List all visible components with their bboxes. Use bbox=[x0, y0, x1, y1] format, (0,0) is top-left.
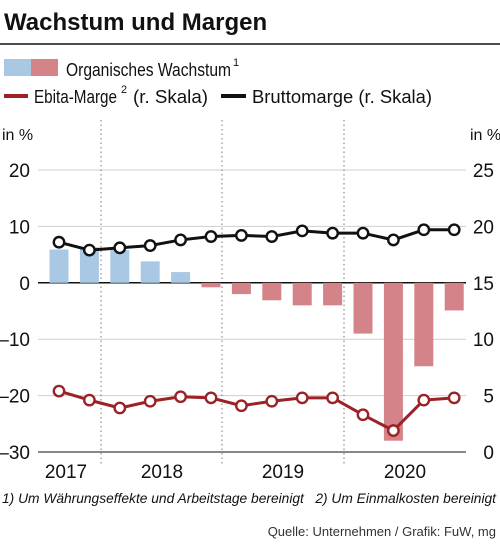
x-tick-label: 2017 bbox=[45, 462, 87, 483]
ebita-margin-point bbox=[83, 393, 96, 407]
ebita-margin-point bbox=[447, 391, 461, 405]
source: Quelle: Unternehmen / Grafik: FuW, mg bbox=[268, 524, 496, 539]
bar-organic-growth bbox=[231, 282, 251, 295]
gross-margin-point bbox=[234, 229, 248, 242]
left-tick-label: 0 bbox=[19, 274, 30, 295]
gross-margin-point bbox=[83, 243, 96, 257]
ebita-margin-point bbox=[295, 391, 309, 405]
gross-margin-point bbox=[417, 223, 431, 237]
gross-margin-point bbox=[356, 226, 370, 240]
bar-organic-growth bbox=[171, 272, 191, 283]
left-tick-label: –10 bbox=[0, 330, 30, 351]
footnotes: 1) Um Währungseffekte und Arbeitstage be… bbox=[2, 490, 497, 506]
left-axis-label: in % bbox=[2, 127, 33, 144]
grid bbox=[38, 120, 466, 466]
gross-margin-point bbox=[174, 233, 188, 247]
bar-organic-growth bbox=[383, 282, 403, 441]
gross-margin-point bbox=[204, 230, 218, 243]
bar-organic-growth bbox=[323, 282, 343, 306]
ebita-margin-point bbox=[143, 394, 157, 408]
ebita-margin-point bbox=[417, 393, 431, 407]
legend-bars-note: 1 bbox=[233, 57, 239, 69]
ebita-margin-point bbox=[386, 424, 400, 437]
bar-organic-growth bbox=[262, 282, 282, 301]
gross-margin-point bbox=[295, 224, 309, 238]
x-tick-label: 2018 bbox=[141, 462, 183, 483]
legend-bars-label: Organisches Wachstum bbox=[66, 60, 231, 80]
left-tick-label: –30 bbox=[0, 443, 30, 464]
ebita-margin-point bbox=[113, 401, 127, 415]
right-tick-label: 10 bbox=[473, 330, 494, 351]
bar-organic-growth bbox=[110, 250, 130, 283]
chart-title: Wachstum und Margen bbox=[4, 9, 267, 36]
right-tick-label: 15 bbox=[473, 274, 494, 295]
left-tick-label: 10 bbox=[9, 217, 30, 238]
bar-organic-growth bbox=[353, 282, 373, 334]
gross-margin-point bbox=[386, 233, 400, 247]
lines bbox=[52, 223, 461, 437]
gross-margin-point bbox=[113, 241, 127, 255]
ebita-margin-point bbox=[234, 399, 248, 413]
legend-ebita-note: 2 bbox=[121, 84, 127, 96]
legend-ebita-suffix: (r. Skala) bbox=[133, 87, 208, 107]
right-tick-label: 20 bbox=[473, 217, 494, 238]
x-tick-label: 2019 bbox=[262, 462, 304, 483]
right-tick-label: 5 bbox=[483, 387, 494, 408]
bar-organic-growth bbox=[79, 247, 99, 283]
bar-organic-growth bbox=[49, 249, 69, 283]
gross-margin-point bbox=[265, 230, 279, 243]
right-tick-label: 25 bbox=[473, 161, 494, 182]
bar-organic-growth bbox=[444, 282, 464, 311]
ebita-margin-point bbox=[265, 394, 279, 408]
tick-labels: 20 10 0 –10 –20 –30 25 20 15 10 5 0 2017 2018 2019 2020 bbox=[0, 161, 494, 483]
gross-margin-point bbox=[447, 223, 461, 237]
bar-organic-growth bbox=[201, 282, 221, 288]
right-axis-label: in % bbox=[470, 127, 500, 144]
ebita-margin-point bbox=[356, 408, 370, 422]
ebita-margin-point bbox=[52, 384, 66, 398]
bar-organic-growth bbox=[140, 261, 160, 283]
ebita-margin-point bbox=[174, 390, 188, 404]
ebita-margin-point bbox=[204, 391, 218, 405]
legend-gross-label: Bruttomarge (r. Skala) bbox=[252, 87, 432, 107]
left-tick-label: 20 bbox=[9, 161, 30, 182]
legend-swatch-positive bbox=[4, 59, 31, 76]
bar-organic-growth bbox=[414, 282, 434, 367]
right-tick-label: 0 bbox=[483, 443, 494, 464]
legend-swatch-negative bbox=[31, 59, 58, 76]
bar-organic-growth bbox=[292, 282, 312, 306]
bars bbox=[49, 247, 464, 441]
gross-margin-point bbox=[326, 226, 339, 240]
gross-margin-point bbox=[52, 235, 66, 249]
x-tick-label: 2020 bbox=[384, 462, 426, 483]
legend-ebita-label: Ebita-Marge bbox=[34, 87, 117, 107]
ebita-margin-point bbox=[326, 391, 339, 405]
gross-margin-point bbox=[143, 239, 157, 252]
left-tick-label: –20 bbox=[0, 387, 30, 408]
